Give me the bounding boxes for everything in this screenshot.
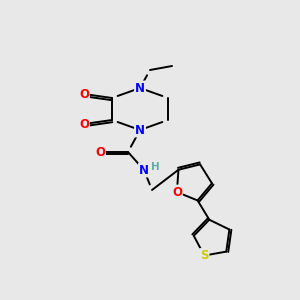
Text: O: O xyxy=(79,88,89,100)
Text: O: O xyxy=(79,118,89,130)
Text: N: N xyxy=(135,124,145,136)
Text: O: O xyxy=(172,186,182,199)
Text: N: N xyxy=(139,164,149,176)
Text: O: O xyxy=(95,146,105,158)
Text: H: H xyxy=(151,162,159,172)
Text: S: S xyxy=(200,249,208,262)
Text: N: N xyxy=(135,82,145,94)
